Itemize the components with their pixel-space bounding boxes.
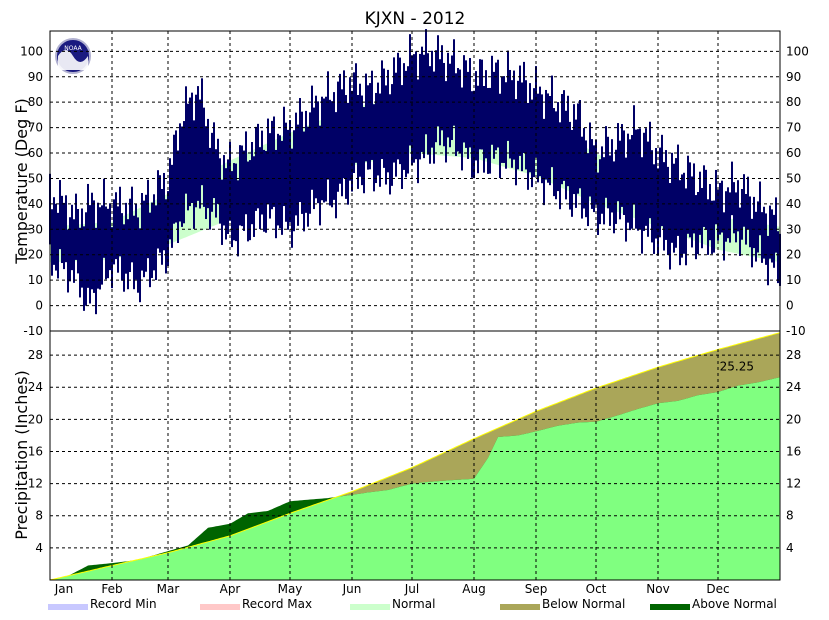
precipitation-tick-label-left: 16 <box>28 444 43 458</box>
legend-label: Above Normal <box>692 597 777 611</box>
month-tick-label: Apr <box>220 582 241 596</box>
noaa-logo: NOAA <box>55 38 91 74</box>
precipitation-tick-label-right: 8 <box>786 509 794 523</box>
legend-swatch <box>500 604 540 610</box>
precipitation-tick-label-left: 20 <box>28 412 43 426</box>
temperature-tick-label-left: 30 <box>28 222 43 236</box>
temperature-tick-label-right: 0 <box>786 299 794 313</box>
temperature-tick-label-right: 30 <box>786 222 801 236</box>
temperature-tick-label-left: 10 <box>28 273 43 287</box>
temperature-tick-label-right: 80 <box>786 95 801 109</box>
svg-text:NOAA: NOAA <box>64 45 82 52</box>
temperature-tick-label-right: 10 <box>786 273 801 287</box>
temperature-tick-label-right: -10 <box>786 324 806 338</box>
legend-label: Record Max <box>242 597 313 611</box>
temperature-tick-label-left: 20 <box>28 248 43 262</box>
precipitation-tick-label-right: 12 <box>786 477 801 491</box>
month-tick-label: Jan <box>54 582 74 596</box>
observed-precipitation-area <box>50 377 780 580</box>
month-tick-label: Jul <box>404 582 419 596</box>
temperature-tick-label-left: -10 <box>23 324 43 338</box>
legend-swatch <box>650 604 690 610</box>
month-tick-label: Aug <box>462 582 485 596</box>
month-tick-label: Dec <box>706 582 729 596</box>
precipitation-panel <box>49 332 781 581</box>
temperature-tick-label-left: 70 <box>28 121 43 135</box>
temperature-tick-label-left: 90 <box>28 70 43 84</box>
precipitation-tick-label-right: 28 <box>786 348 801 362</box>
month-tick-label: Jun <box>342 582 362 596</box>
precipitation-tick-label-right: 20 <box>786 412 801 426</box>
month-tick-label: Oct <box>586 582 607 596</box>
plot-frame <box>49 30 781 581</box>
temperature-tick-label-right: 60 <box>786 146 801 160</box>
precipitation-tick-label-left: 28 <box>28 348 43 362</box>
temperature-tick-label-right: 90 <box>786 70 801 84</box>
month-tick-label: Mar <box>157 582 180 596</box>
month-tick-label: Nov <box>646 582 669 596</box>
precipitation-tick-label-right: 24 <box>786 380 801 394</box>
temperature-tick-label-left: 50 <box>28 171 43 185</box>
legend-label: Below Normal <box>542 597 626 611</box>
tick-labels: -10 -10 0 0 10 10 20 20 30 30 40 40 50 50 60 60 70 70 80 80… <box>20 44 809 596</box>
temperature-tick-label-left: 60 <box>28 146 43 160</box>
temperature-tick-label-right: 40 <box>786 197 801 211</box>
temperature-tick-label-left: 80 <box>28 95 43 109</box>
temperature-tick-label-left: 40 <box>28 197 43 211</box>
precipitation-axis-label: Precipitation (Inches) <box>12 370 31 540</box>
precipitation-tick-label-right: 16 <box>786 444 801 458</box>
chart-title: KJXN - 2012 <box>365 9 466 29</box>
precipitation-total-annotation: 25.25 <box>720 359 754 373</box>
precipitation-tick-label-left: 24 <box>28 380 43 394</box>
temperature-axis-label: Temperature (Deg F) <box>12 98 31 265</box>
temperature-tick-label-right: 70 <box>786 121 801 135</box>
precipitation-tick-label-left: 12 <box>28 477 43 491</box>
precipitation-tick-label-left: 8 <box>35 509 43 523</box>
legend-label: Normal <box>392 597 436 611</box>
precipitation-tick-label-right: 4 <box>786 541 794 555</box>
temperature-panel <box>49 29 781 315</box>
month-tick-label: Sep <box>525 582 548 596</box>
gridlines <box>50 31 780 580</box>
legend-swatch <box>200 604 240 610</box>
precipitation-tick-label-left: 4 <box>35 541 43 555</box>
temperature-tick-label-left: 100 <box>20 44 43 58</box>
legend-label: Record Min <box>90 597 157 611</box>
temperature-tick-label-right: 100 <box>786 44 809 58</box>
temperature-tick-label-left: 0 <box>35 299 43 313</box>
temperature-tick-label-right: 50 <box>786 171 801 185</box>
month-tick-label: May <box>278 582 303 596</box>
month-tick-label: Feb <box>101 582 122 596</box>
legend-swatch <box>350 604 390 610</box>
chart-legend: Record Min Record Max Normal Below Normal Ab… <box>0 596 829 616</box>
legend-swatch <box>48 604 88 610</box>
temperature-tick-label-right: 20 <box>786 248 801 262</box>
